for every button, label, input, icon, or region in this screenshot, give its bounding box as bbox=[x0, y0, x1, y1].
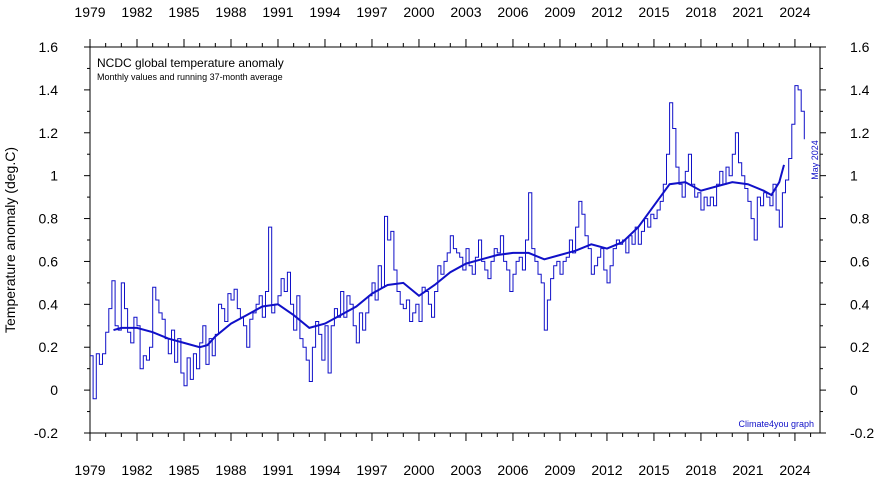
y-tick-label-left: 0.4 bbox=[39, 296, 59, 312]
x-tick-label-top: 1991 bbox=[262, 4, 293, 20]
y-tick-label-right: 1.6 bbox=[850, 39, 870, 55]
y-tick-label-right: 1 bbox=[850, 168, 858, 184]
x-tick-label-top: 1985 bbox=[168, 4, 199, 20]
x-tick-label-bottom: 2021 bbox=[732, 462, 763, 478]
x-tick-label-top: 1982 bbox=[121, 4, 152, 20]
y-tick-label-right: 1.2 bbox=[850, 125, 870, 141]
y-tick-label-right: 0.4 bbox=[850, 296, 870, 312]
x-tick-label-bottom: 2012 bbox=[591, 462, 622, 478]
x-tick-label-bottom: 1994 bbox=[309, 462, 340, 478]
x-tick-label-bottom: 2009 bbox=[544, 462, 575, 478]
x-tick-label-top: 2015 bbox=[638, 4, 669, 20]
y-tick-label-left: -0.2 bbox=[34, 425, 58, 441]
y-tick-label-left: 0.6 bbox=[39, 253, 59, 269]
y-tick-label-left: 1.2 bbox=[39, 125, 59, 141]
x-tick-label-top: 2003 bbox=[450, 4, 481, 20]
right-y-tick-labels: -0.2 0 0.2 0.4 0.6 0.8 1 1.2 1.4 1.6 bbox=[850, 39, 874, 441]
x-tick-label-top: 1979 bbox=[74, 4, 105, 20]
x-tick-label-top: 2012 bbox=[591, 4, 622, 20]
y-tick-label-left: 1 bbox=[50, 168, 58, 184]
y-tick-label-left: 1.6 bbox=[39, 39, 59, 55]
top-x-tick-labels: 1979 1982 1985 1988 1991 1994 1997 2000 2003 2006… bbox=[74, 4, 810, 20]
latest-month-annotation: May 2024 bbox=[810, 140, 820, 180]
y-tick-label-left: 0.8 bbox=[39, 211, 59, 227]
left-tick-marks bbox=[84, 46, 90, 434]
x-tick-label-top: 1988 bbox=[215, 4, 246, 20]
y-tick-label-right: 0 bbox=[850, 382, 858, 398]
bottom-x-tick-labels: 1979 1982 1985 1988 1991 1994 1997 2000 2003 2006… bbox=[74, 462, 810, 478]
x-tick-label-top: 2024 bbox=[779, 4, 810, 20]
x-tick-label-bottom: 2003 bbox=[450, 462, 481, 478]
right-tick-marks bbox=[820, 46, 826, 434]
y-tick-label-right: 0.6 bbox=[850, 253, 870, 269]
x-tick-label-bottom: 1991 bbox=[262, 462, 293, 478]
x-tick-label-top: 2009 bbox=[544, 4, 575, 20]
x-tick-label-bottom: 1979 bbox=[74, 462, 105, 478]
y-tick-label-left: 0.2 bbox=[39, 339, 59, 355]
x-tick-label-top: 1994 bbox=[309, 4, 340, 20]
left-y-tick-labels: -0.2 0 0.2 0.4 0.6 0.8 1 1.2 1.4 1.6 bbox=[34, 39, 58, 441]
x-tick-label-top: 2018 bbox=[685, 4, 716, 20]
x-tick-label-bottom: 2018 bbox=[685, 462, 716, 478]
y-tick-label-right: 1.4 bbox=[850, 82, 870, 98]
y-tick-label-right: 0.8 bbox=[850, 211, 870, 227]
x-tick-label-bottom: 2024 bbox=[779, 462, 810, 478]
x-tick-label-bottom: 2006 bbox=[497, 462, 528, 478]
x-tick-label-top: 2021 bbox=[732, 4, 763, 20]
bottom-tick-marks bbox=[89, 433, 812, 441]
chart-subtitle: Monthly values and running 37-month aver… bbox=[97, 72, 283, 82]
chart-title: NCDC global temperature anomaly bbox=[97, 56, 284, 70]
credit-label: Climate4you graph bbox=[738, 419, 814, 429]
y-tick-label-left: 0 bbox=[50, 382, 58, 398]
y-tick-label-right: -0.2 bbox=[850, 425, 874, 441]
x-tick-label-bottom: 1982 bbox=[121, 462, 152, 478]
x-tick-label-top: 2006 bbox=[497, 4, 528, 20]
x-tick-label-bottom: 1997 bbox=[356, 462, 387, 478]
x-tick-label-top: 2000 bbox=[403, 4, 434, 20]
x-tick-label-bottom: 1988 bbox=[215, 462, 246, 478]
x-tick-label-top: 1997 bbox=[356, 4, 387, 20]
x-tick-label-bottom: 1985 bbox=[168, 462, 199, 478]
y-tick-label-right: 0.2 bbox=[850, 339, 870, 355]
top-tick-marks bbox=[89, 39, 812, 47]
x-tick-label-bottom: 2015 bbox=[638, 462, 669, 478]
monthly-values-series bbox=[90, 85, 805, 400]
y-axis-title: Temperature anomaly (deg.C) bbox=[2, 147, 18, 333]
x-tick-label-bottom: 2000 bbox=[403, 462, 434, 478]
y-tick-label-left: 1.4 bbox=[39, 82, 59, 98]
running-average-series bbox=[113, 164, 785, 349]
